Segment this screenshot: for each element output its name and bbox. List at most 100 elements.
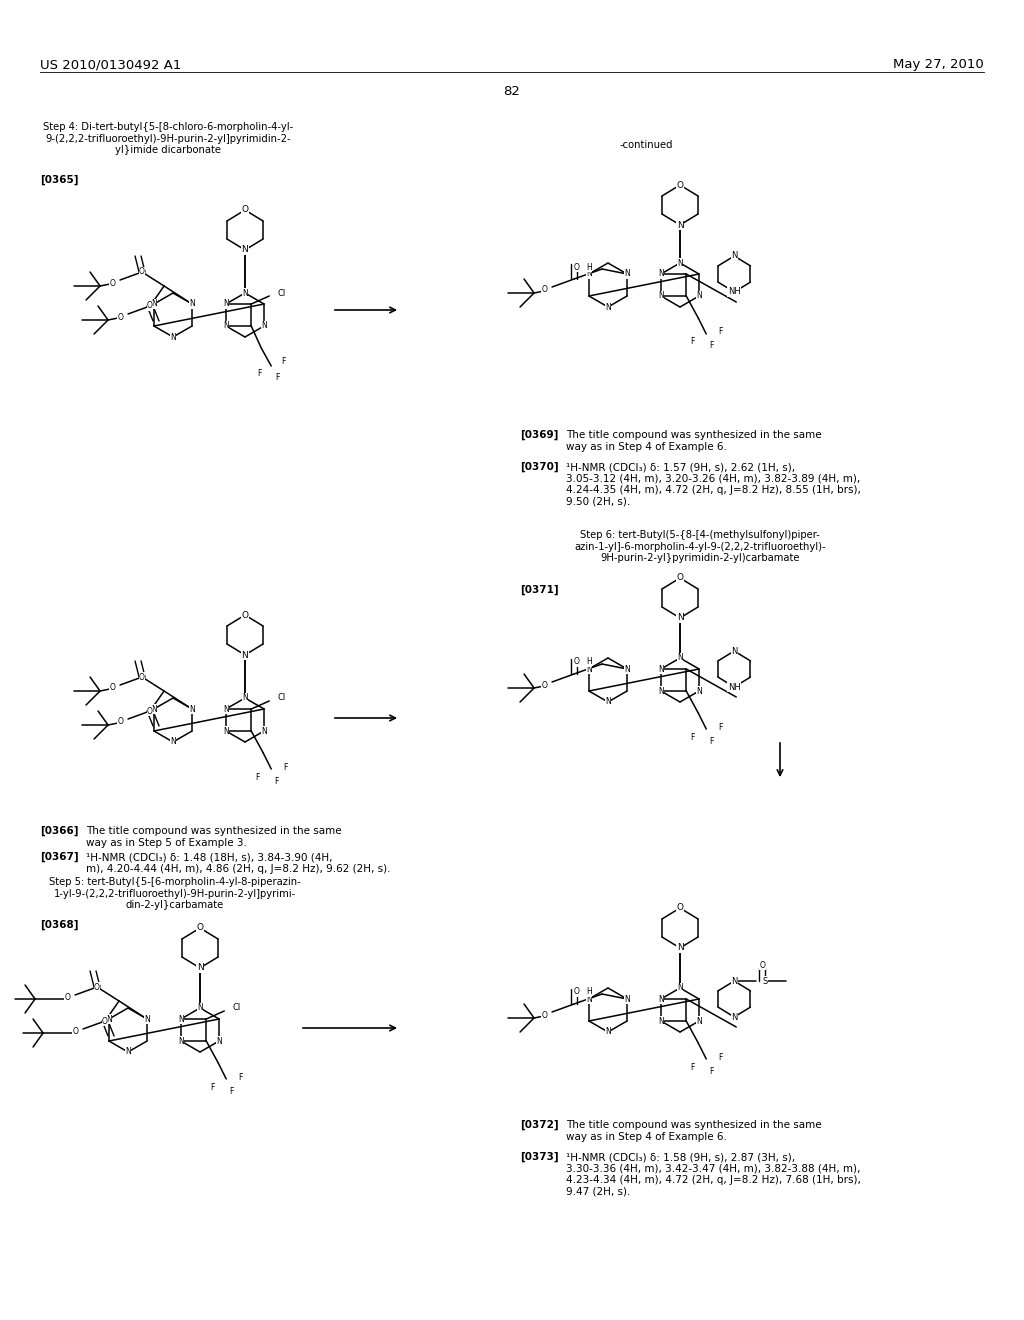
Text: F: F [690,1063,694,1072]
Text: [0372]: [0372] [520,1119,559,1130]
Text: ¹H-NMR (CDCl₃) δ: 1.58 (9H, s), 2.87 (3H, s),
3.30-3.36 (4H, m), 3.42-3.47 (4H, : ¹H-NMR (CDCl₃) δ: 1.58 (9H, s), 2.87 (3H… [566,1152,861,1197]
Text: N: N [223,300,228,309]
Text: N: N [677,614,683,623]
Text: Step 6: tert-Butyl(5-{8-[4-(methylsulfonyl)piper-
azin-1-yl]-6-morpholin-4-yl-9-: Step 6: tert-Butyl(5-{8-[4-(methylsulfon… [574,531,825,564]
Text: F: F [690,338,694,346]
Text: NH: NH [728,288,740,297]
Text: Step 5: tert-Butyl{5-[6-morpholin-4-yl-8-piperazin-
1-yl-9-(2,2,2-trifluoroethyl: Step 5: tert-Butyl{5-[6-morpholin-4-yl-8… [49,876,301,911]
Text: [0365]: [0365] [40,176,79,185]
Text: [0368]: [0368] [40,920,79,931]
Text: O: O [574,987,580,997]
Text: N: N [605,1027,611,1036]
Text: The title compound was synthesized in the same
way as in Step 4 of Example 6.: The title compound was synthesized in th… [566,1119,821,1142]
Text: N: N [731,647,737,656]
Text: N: N [696,292,701,301]
Text: F: F [282,358,286,367]
Text: N: N [658,994,664,1003]
Text: O: O [65,994,70,1002]
Text: N: N [677,259,683,268]
Text: F: F [275,374,280,383]
Text: F: F [274,776,279,785]
Text: F: F [709,342,714,351]
Text: The title compound was synthesized in the same
way as in Step 5 of Example 3.: The title compound was synthesized in th… [86,826,342,847]
Text: Cl: Cl [232,1003,241,1012]
Text: N: N [178,1036,184,1045]
Text: Step 4: Di-tert-butyl{5-[8-chloro-6-morpholin-4-yl-
9-(2,2,2-trifluoroethyl)-9H-: Step 4: Di-tert-butyl{5-[8-chloro-6-morp… [43,121,293,156]
Text: O: O [242,610,249,619]
Text: O: O [541,1011,547,1019]
Text: H: H [587,263,592,272]
Text: N: N [731,977,737,986]
Text: N: N [178,1015,184,1023]
Text: F: F [255,772,259,781]
Text: N: N [677,220,683,230]
Text: [0366]: [0366] [40,826,79,837]
Text: F: F [210,1082,214,1092]
Text: N: N [677,944,683,953]
Text: F: F [709,737,714,746]
Text: The title compound was synthesized in the same
way as in Step 4 of Example 6.: The title compound was synthesized in th… [566,430,821,451]
Text: N: N [216,1036,222,1045]
Text: N: N [223,322,228,330]
Text: N: N [696,686,701,696]
Text: S: S [762,977,768,986]
Text: N: N [242,246,249,255]
Text: N: N [677,983,683,993]
Text: O: O [677,903,683,912]
Text: O: O [242,206,249,214]
Text: O: O [117,718,123,726]
Text: H: H [587,657,592,667]
Text: Cl: Cl [278,289,286,297]
Text: N: N [242,651,249,660]
Text: N: N [658,292,664,301]
Text: N: N [658,1016,664,1026]
Text: [0371]: [0371] [520,585,559,595]
Text: N: N [189,300,195,309]
Text: N: N [170,738,176,747]
Text: N: N [261,322,267,330]
Text: [0367]: [0367] [40,851,79,862]
Text: O: O [102,1016,108,1026]
Text: N: N [152,705,157,714]
Text: F: F [257,370,261,379]
Text: O: O [541,285,547,294]
Text: 82: 82 [504,84,520,98]
Text: N: N [605,302,611,312]
Text: F: F [718,327,723,337]
Text: [0373]: [0373] [520,1152,559,1163]
Text: O: O [760,961,765,969]
Text: N: N [125,1048,131,1056]
Text: F: F [284,763,288,771]
Text: N: N [731,252,737,260]
Text: N: N [170,333,176,342]
Text: Cl: Cl [278,693,286,702]
Text: N: N [586,994,592,1003]
Text: US 2010/0130492 A1: US 2010/0130492 A1 [40,58,181,71]
Text: O: O [72,1027,78,1036]
Text: [0370]: [0370] [520,462,559,473]
Text: O: O [541,681,547,689]
Text: O: O [110,684,115,693]
Text: F: F [718,722,723,731]
Text: N: N [152,300,157,309]
Text: N: N [242,289,248,297]
Text: N: N [658,269,664,279]
Text: O: O [110,279,115,288]
Text: NH: NH [728,682,740,692]
Text: N: N [677,653,683,663]
Text: F: F [709,1067,714,1076]
Text: N: N [198,1003,203,1012]
Text: -continued: -continued [620,140,674,150]
Text: N: N [658,664,664,673]
Text: O: O [139,268,145,276]
Text: O: O [147,706,153,715]
Text: H: H [587,987,592,997]
Text: O: O [94,982,100,991]
Text: N: N [625,994,630,1003]
Text: N: N [586,269,592,279]
Text: F: F [718,1052,723,1061]
Text: [0369]: [0369] [520,430,558,441]
Text: N: N [197,964,204,973]
Text: N: N [144,1015,150,1023]
Text: May 27, 2010: May 27, 2010 [893,58,984,71]
